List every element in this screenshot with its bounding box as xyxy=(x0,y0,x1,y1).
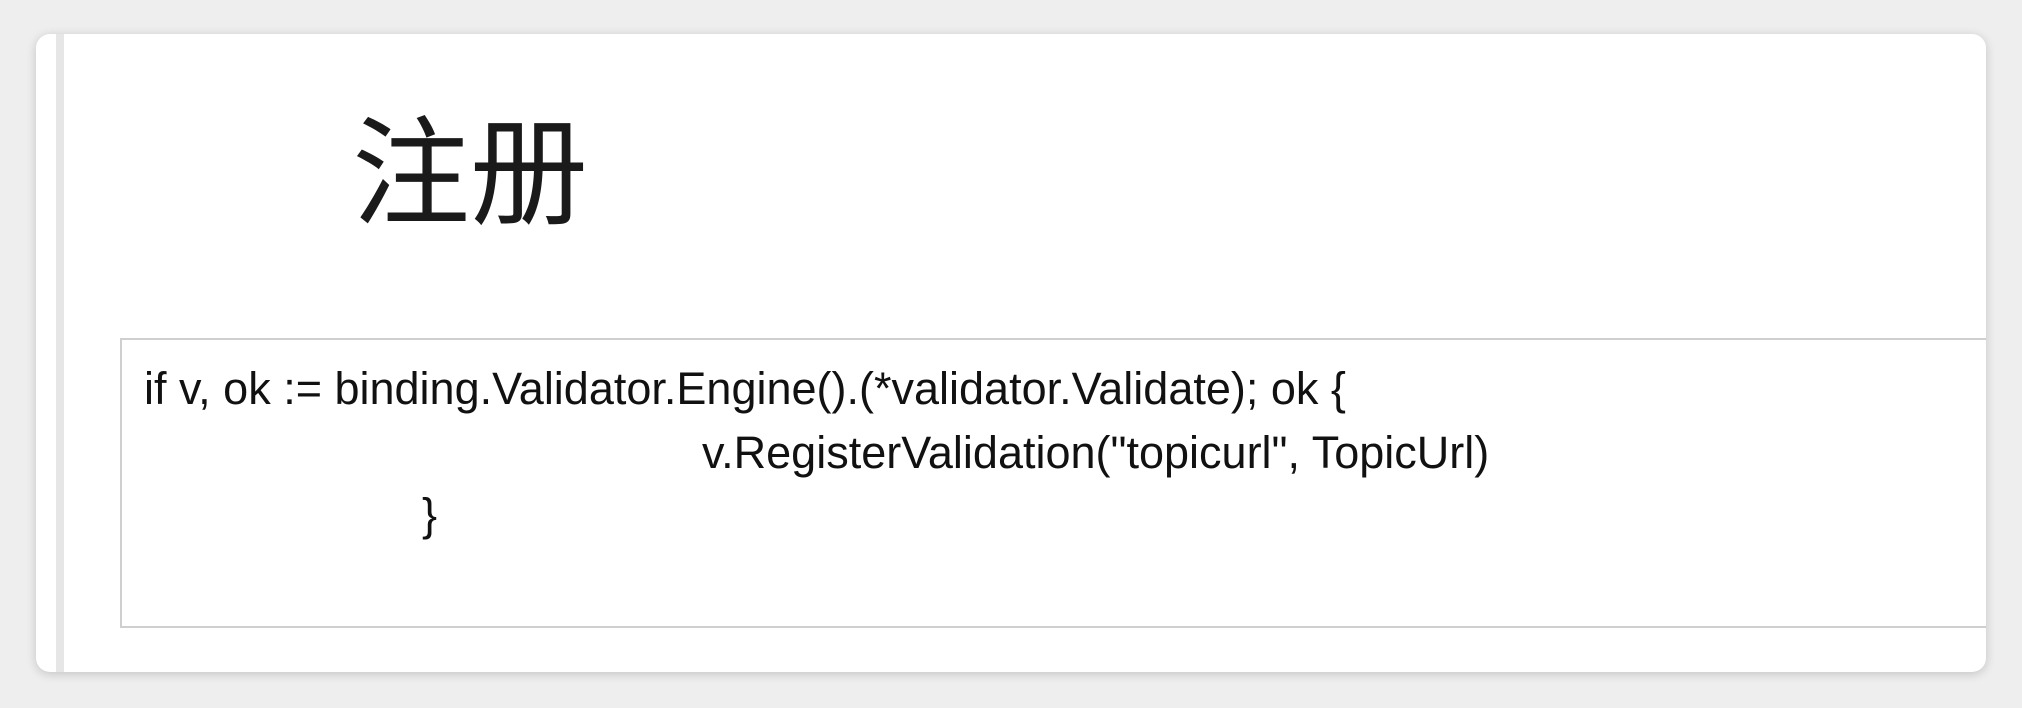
slide-left-border xyxy=(56,34,64,672)
code-block: if v, ok := binding.Validator.Engine().(… xyxy=(120,338,1986,628)
code-line-3: } xyxy=(422,486,437,544)
code-line-2: v.RegisterValidation("topicurl", TopicUr… xyxy=(702,424,1489,482)
code-line-1: if v, ok := binding.Validator.Engine().(… xyxy=(144,360,1346,418)
slide-card: 注册 if v, ok := binding.Validator.Engine(… xyxy=(36,34,1986,672)
slide-title: 注册 xyxy=(352,94,588,254)
